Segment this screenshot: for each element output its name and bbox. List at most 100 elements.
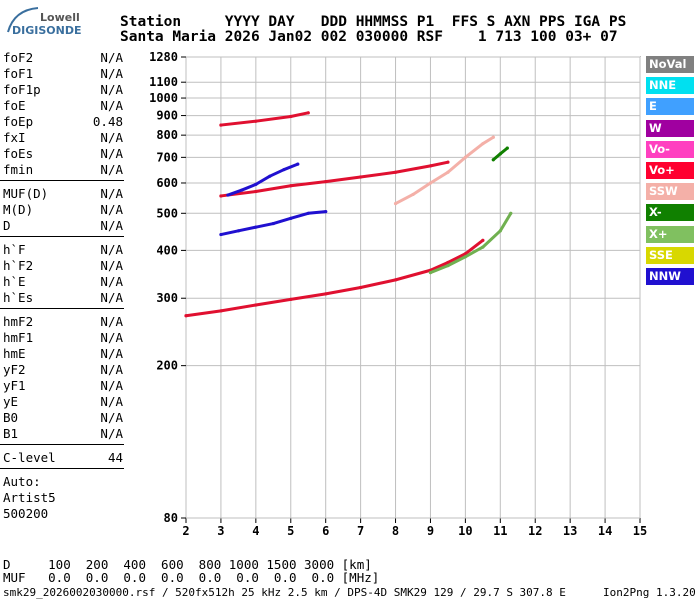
series-point	[324, 180, 328, 184]
y-tick-label: 80	[164, 511, 178, 525]
param-name: foEp	[3, 114, 34, 129]
param-value: N/A	[100, 410, 123, 425]
param-value: N/A	[100, 50, 123, 65]
param-row-fof2: foF2 N/A	[3, 50, 123, 66]
legend-item-x-: X-	[646, 204, 694, 222]
legend-item-noval: NoVal	[646, 56, 694, 73]
y-tick-label: 1280	[149, 50, 178, 64]
y-tick-label: 300	[156, 291, 178, 305]
param-value: N/A	[100, 426, 123, 441]
series-line	[219, 111, 310, 127]
param-value: N/A	[100, 314, 123, 329]
param-value: 44	[107, 450, 123, 465]
x-tick-label: 15	[633, 524, 647, 538]
param-row-fof1p: foF1p N/A	[3, 82, 123, 98]
param-row-h-e: h`E N/A	[3, 274, 123, 290]
param-row-b1: B1 N/A	[3, 426, 123, 442]
param-value: N/A	[100, 82, 123, 97]
param-row-yf2: yF2 N/A	[3, 362, 123, 378]
series-point	[498, 152, 502, 156]
y-tick-label: 600	[156, 176, 178, 190]
param-name: foE	[3, 98, 26, 113]
param-value: N/A	[100, 242, 123, 257]
series-point	[491, 135, 495, 139]
series-point	[393, 202, 398, 206]
param-row-hme: hmE N/A	[3, 346, 123, 362]
param-row-hmf2: hmF2 N/A	[3, 314, 123, 330]
series-point	[236, 229, 240, 233]
y-tick-label: 1000	[149, 91, 178, 105]
plot-frame	[185, 56, 641, 519]
param-name: B0	[3, 410, 19, 425]
muf-row: MUF 0.0 0.0 0.0 0.0 0.0 0.0 0.0 0.0 [MHz…	[3, 570, 380, 585]
param-name: h`F2	[3, 258, 34, 273]
y-tick-label: 200	[156, 359, 178, 373]
param-name: hmF2	[3, 314, 34, 329]
legend-item-nne: NNE	[646, 77, 694, 95]
series-point	[254, 182, 258, 186]
param-value: N/A	[100, 202, 123, 217]
series-point	[481, 245, 485, 249]
param-row-fmin: fmin N/A	[3, 162, 123, 178]
series-line	[226, 162, 300, 197]
param-name: yE	[3, 394, 19, 409]
series-point	[219, 194, 223, 198]
series-point	[446, 260, 450, 265]
param-row-c-level: C-level 44	[3, 450, 123, 466]
y-tick-label: 700	[156, 150, 178, 164]
series-point	[463, 252, 467, 256]
series-point	[268, 174, 272, 178]
x-tick-label: 7	[357, 524, 364, 538]
series-point	[498, 229, 502, 233]
y-tick-label: 400	[156, 243, 178, 257]
panel-separator	[0, 180, 124, 181]
x-tick-label: 11	[493, 524, 507, 538]
param-row-b0: B0 N/A	[3, 410, 123, 426]
series-point	[254, 119, 258, 123]
series-line	[219, 160, 450, 198]
header-line-2: Santa Maria 2026 Jan02 002 030000 RSF 1 …	[120, 29, 618, 45]
x-tick-label: 4	[252, 524, 259, 538]
series-point	[240, 188, 244, 192]
param-row-d: D N/A	[3, 218, 123, 234]
autoscaler-version: 500200	[3, 506, 49, 521]
legend-item-nnw: NNW	[646, 268, 694, 285]
panel-separator	[0, 444, 124, 445]
series-point	[226, 193, 230, 197]
series-point	[446, 160, 450, 164]
footer-info: smk29_2026002030000.rsf / 520fx512h 25 k…	[3, 586, 566, 599]
footer-version: Ion2Png 1.3.20	[603, 586, 696, 599]
y-tick-label: 500	[156, 206, 178, 220]
series-point	[359, 285, 363, 290]
param-row-m-d-: M(D) N/A	[3, 202, 123, 218]
param-name: foF2	[3, 50, 34, 65]
series-point	[393, 170, 398, 174]
param-value: N/A	[100, 378, 123, 393]
auto-label: Auto:	[3, 474, 41, 489]
param-row-yf1: yF1 N/A	[3, 378, 123, 394]
param-value: N/A	[100, 186, 123, 201]
series-point	[219, 309, 223, 313]
lowell-logo-text: Lowell	[40, 11, 80, 24]
series-point	[463, 255, 467, 259]
param-name: yF2	[3, 362, 26, 377]
param-row-foep: foEp 0.48	[3, 114, 123, 130]
param-value: 0.48	[92, 114, 123, 129]
param-name: h`F	[3, 242, 26, 257]
param-row-ye: yE N/A	[3, 394, 123, 410]
param-name: h`Es	[3, 290, 34, 305]
series-point	[509, 211, 513, 215]
param-name: D	[3, 218, 11, 233]
panel-separator	[0, 468, 124, 469]
legend-item-vo-: Vo+	[646, 162, 694, 179]
param-value: N/A	[100, 362, 123, 377]
x-tick-label: 12	[528, 524, 542, 538]
param-row-h-f2: h`F2 N/A	[3, 258, 123, 274]
series-point	[359, 175, 363, 179]
param-row-foes: foEs N/A	[3, 146, 123, 162]
series-point	[254, 303, 258, 307]
param-name: foF1p	[3, 82, 41, 97]
param-row-muf-d-: MUF(D) N/A	[3, 186, 123, 202]
param-value: N/A	[100, 274, 123, 289]
